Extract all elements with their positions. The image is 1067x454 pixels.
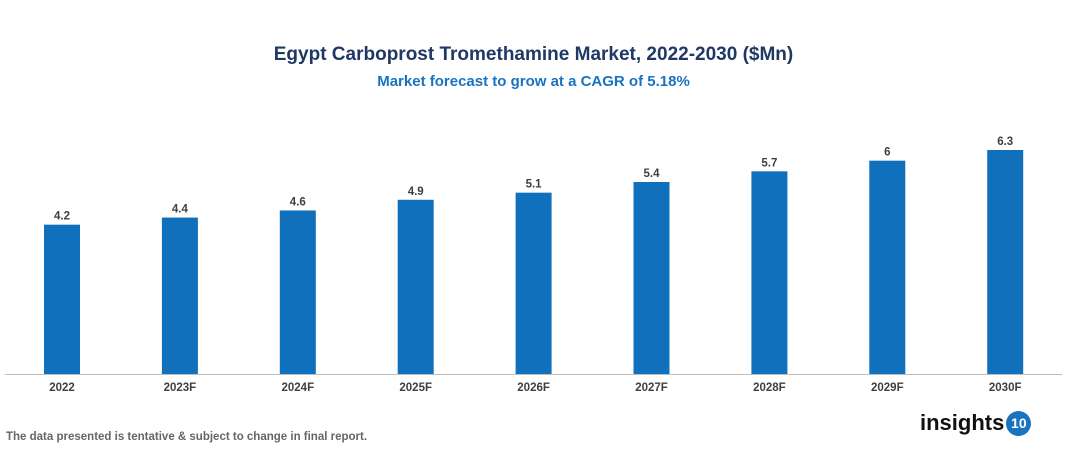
x-tick-label: 2023F xyxy=(164,382,197,394)
data-label: 4.2 xyxy=(54,211,70,223)
bar-2025F xyxy=(397,199,434,374)
bar-2024F xyxy=(279,210,316,374)
data-label: 6 xyxy=(884,147,890,159)
x-tick-label: 2027F xyxy=(635,382,668,394)
data-label: 4.6 xyxy=(290,196,306,208)
logo-text: insights xyxy=(920,410,1005,435)
x-tick-label: 2024F xyxy=(281,382,314,394)
bar-2023F xyxy=(161,217,198,374)
insights10-logo: insights 10 xyxy=(920,410,1032,436)
chart-title: Egypt Carboprost Tromethamine Market, 20… xyxy=(273,44,794,65)
x-tick-label: 2030F xyxy=(989,382,1022,394)
bar-2022 xyxy=(44,224,80,374)
x-tick-label: 2028F xyxy=(753,382,786,394)
chart-subtitle: Market forecast to grow at a CAGR of 5.1… xyxy=(377,73,690,90)
bar-2029F xyxy=(869,160,906,374)
disclaimer-note: The data presented is tentative & subjec… xyxy=(6,431,368,443)
x-tick-label: 2025F xyxy=(399,382,432,394)
data-label: 5.1 xyxy=(526,179,543,191)
data-label: 5.4 xyxy=(644,168,661,180)
data-label: 4.4 xyxy=(172,204,189,216)
data-label: 5.7 xyxy=(761,157,777,169)
data-label: 4.9 xyxy=(408,186,424,198)
bar-2030F xyxy=(987,150,1024,374)
data-label: 6.3 xyxy=(997,136,1013,148)
bar-2028F xyxy=(751,171,788,374)
bar-2027F xyxy=(633,182,670,374)
x-tick-label: 2022 xyxy=(49,382,75,394)
x-tick-label: 2026F xyxy=(517,382,550,394)
logo-badge: 10 xyxy=(1006,410,1032,436)
bar-2026F xyxy=(515,192,552,374)
x-tick-label: 2029F xyxy=(871,382,904,394)
